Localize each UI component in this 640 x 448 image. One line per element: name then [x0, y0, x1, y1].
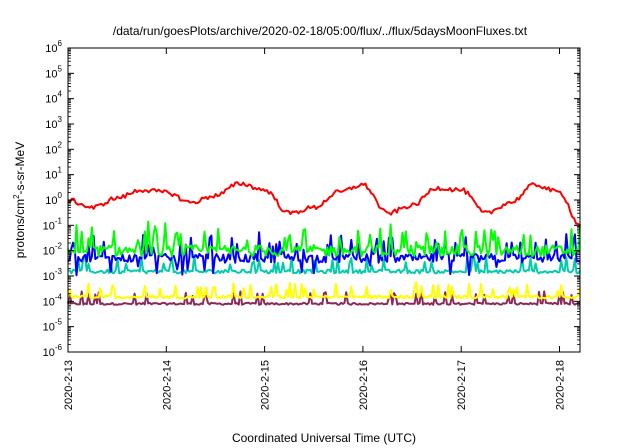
y-tick-label: 102	[45, 140, 62, 156]
y-tick-label: 10-4	[43, 292, 63, 308]
y-tick-label: 10-3	[43, 267, 63, 283]
y-tick-label: 10-6	[43, 343, 63, 359]
x-tick-label: 2020-2-13	[63, 360, 75, 410]
series-line	[67, 181, 581, 227]
y-tick-label: 105	[45, 64, 62, 80]
y-axis-label-rest: -s-sr-MeV	[13, 142, 27, 195]
x-axis-label: Coordinated Universal Time (UTC)	[232, 431, 416, 445]
y-axis-label: protons/cm2-s-sr-MeV	[12, 142, 27, 258]
series-line	[67, 220, 581, 258]
y-tick-label: 10-2	[43, 242, 63, 258]
series-line	[67, 254, 581, 275]
x-tick-label: 2020-2-16	[358, 360, 370, 410]
x-tick-label: 2020-2-14	[161, 360, 173, 410]
y-tick-label: 101	[45, 166, 62, 182]
chart-title: /data/run/goesPlots/archive/2020-02-18/0…	[113, 24, 528, 38]
y-tick-label: 10-1	[43, 216, 63, 232]
y-axis-label-base: protons/cm	[13, 199, 27, 258]
x-tick-label: 2020-2-15	[260, 360, 272, 410]
series-line	[67, 289, 581, 306]
y-tick-label: 106	[45, 39, 62, 55]
x-axis: 2020-2-13 2020-2-14 2020-2-15 2020-2-16 2020…	[63, 48, 567, 410]
series-line	[67, 231, 581, 277]
y-axis: 10-6 10-5 10-4 10-3 10-2 10-1 100 101 102 103 104 1…	[43, 39, 580, 359]
plot-lines	[67, 181, 581, 306]
series-line	[67, 281, 581, 300]
y-tick-label: 10-5	[43, 318, 63, 334]
x-tick-label: 2020-2-17	[456, 360, 468, 410]
y-tick-label: 100	[45, 191, 62, 207]
x-tick-label: 2020-2-18	[555, 360, 567, 410]
y-axis-label-sup: 2	[12, 194, 21, 199]
y-tick-label: 103	[45, 115, 62, 131]
y-tick-label: 104	[45, 90, 62, 106]
